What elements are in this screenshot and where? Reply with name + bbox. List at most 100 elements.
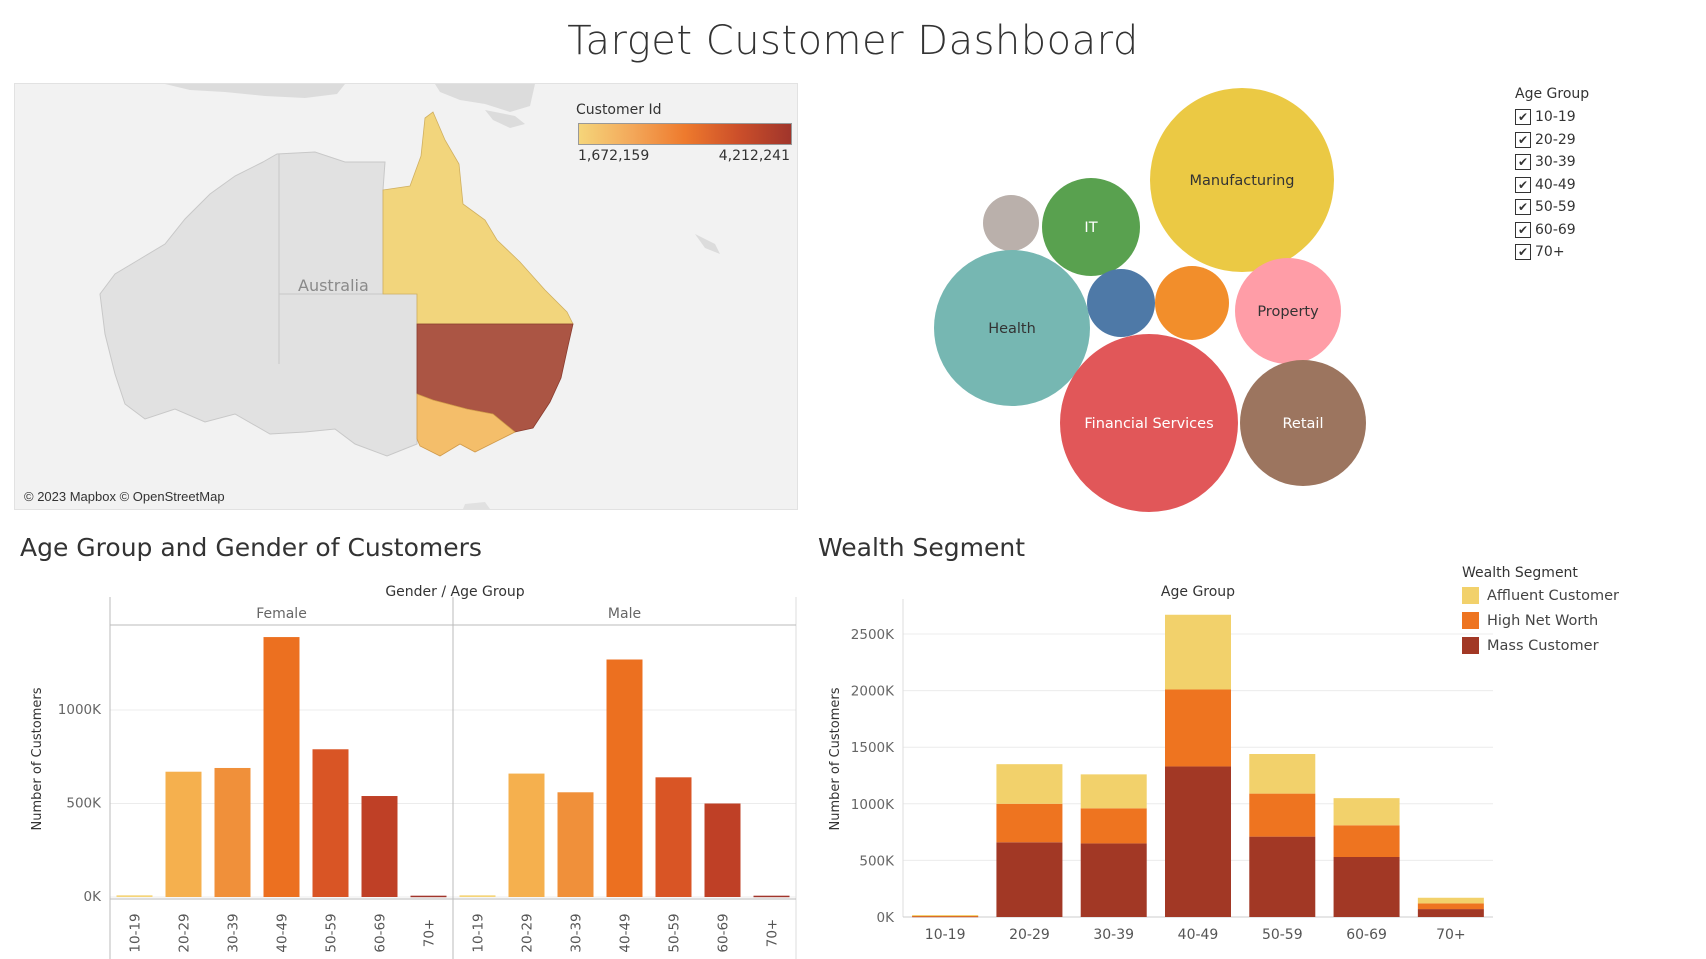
- checkbox[interactable]: ✔: [1515, 154, 1531, 171]
- state-victoria[interactable]: [416, 393, 516, 457]
- filter-option-40-49[interactable]: ✔ 40-49: [1515, 174, 1665, 197]
- filter-title: Age Group: [1515, 86, 1590, 102]
- bar-mass-customer-30-39[interactable]: [1080, 843, 1147, 917]
- bar-mass-customer-70+[interactable]: [1417, 909, 1484, 917]
- bar-affluent-customer-20-29[interactable]: [996, 764, 1063, 804]
- map-color-scale: [578, 123, 792, 145]
- x-tick-label: 30-39: [569, 913, 585, 952]
- filter-option-60-69[interactable]: ✔ 60-69: [1515, 219, 1665, 242]
- bubble-unlabeled-1[interactable]: [983, 195, 1039, 251]
- industry-bubble-chart: Manufacturing IT Health Property Financial S…: [920, 80, 1420, 520]
- bubble-it[interactable]: IT: [1042, 178, 1140, 276]
- bubble-property[interactable]: Property: [1235, 258, 1341, 364]
- filter-option-10-19[interactable]: ✔ 10-19: [1515, 106, 1665, 129]
- bar-male-60-69[interactable]: [704, 803, 741, 898]
- y-tick-label: 500K: [66, 796, 102, 812]
- filter-option-30-39[interactable]: ✔ 30-39: [1515, 151, 1665, 174]
- bar-female-50-59[interactable]: [312, 749, 349, 897]
- checkbox[interactable]: ✔: [1515, 131, 1531, 148]
- bubble-circle[interactable]: [1042, 178, 1140, 276]
- bubble-unlabeled-5[interactable]: [1155, 266, 1229, 340]
- bar-high-net-worth-50-59[interactable]: [1249, 793, 1316, 837]
- bar-female-10-19[interactable]: [116, 895, 153, 897]
- filter-option-70+[interactable]: ✔ 70+: [1515, 241, 1665, 264]
- filter-option-label: 40-49: [1535, 176, 1576, 193]
- tasmania: [463, 502, 490, 509]
- map-credit[interactable]: © 2023 Mapbox © OpenStreetMap: [24, 489, 225, 504]
- bar-male-40-49[interactable]: [606, 659, 643, 897]
- bubble-circle[interactable]: [1087, 269, 1155, 337]
- bar-mass-customer-60-69[interactable]: [1333, 857, 1400, 917]
- gender-bar-chart: Gender / Age Group Number of Customers 0K 5…: [30, 584, 797, 959]
- state-queensland[interactable]: [382, 111, 574, 325]
- filter-option-20-29[interactable]: ✔ 20-29: [1515, 129, 1665, 152]
- australia-west: [99, 151, 418, 457]
- bar-high-net-worth-20-29[interactable]: [996, 803, 1063, 843]
- bubble-circle[interactable]: [1150, 88, 1334, 272]
- bar-affluent-customer-30-39[interactable]: [1080, 774, 1147, 809]
- x-tick-label: 70+: [422, 919, 438, 948]
- legend-item-affluent-customer[interactable]: Affluent Customer: [1462, 583, 1682, 608]
- bar-female-60-69[interactable]: [361, 796, 398, 897]
- bar-affluent-customer-10-19[interactable]: [912, 915, 979, 917]
- bar-mass-customer-20-29[interactable]: [996, 842, 1063, 917]
- bubble-manufacturing[interactable]: Manufacturing: [1150, 88, 1334, 272]
- bar-high-net-worth-30-39[interactable]: [1080, 808, 1147, 844]
- bar-high-net-worth-60-69[interactable]: [1333, 825, 1400, 858]
- bubble-circle[interactable]: [1155, 266, 1229, 340]
- bar-female-20-29[interactable]: [165, 771, 202, 897]
- checkbox[interactable]: ✔: [1515, 109, 1531, 126]
- checkbox[interactable]: ✔: [1515, 244, 1531, 261]
- y-tick-label: 500K: [859, 853, 895, 869]
- x-axis-label: Age Group: [1161, 584, 1235, 600]
- landmass-png: [435, 84, 535, 112]
- bar-female-70+[interactable]: [410, 895, 447, 898]
- filter-option-label: 70+: [1535, 244, 1565, 261]
- bar-high-net-worth-70+[interactable]: [1417, 903, 1484, 910]
- x-tick-label: 70+: [1436, 927, 1466, 943]
- bar-female-30-39[interactable]: [214, 767, 251, 897]
- checkbox[interactable]: ✔: [1515, 199, 1531, 216]
- x-tick-label: 50-59: [667, 913, 683, 952]
- legend-label: Mass Customer: [1487, 637, 1599, 654]
- checkbox[interactable]: ✔: [1515, 176, 1531, 193]
- filter-option-label: 20-29: [1535, 131, 1576, 148]
- bubble-circle[interactable]: [1060, 334, 1238, 512]
- bubble-label: Financial Services: [1084, 416, 1213, 432]
- bubble-retail[interactable]: Retail: [1240, 360, 1366, 486]
- bar-male-20-29[interactable]: [508, 773, 545, 897]
- bar-affluent-customer-70+[interactable]: [1417, 897, 1484, 904]
- customer-map[interactable]: Australia Customer Id 1,672,159 4,212,24…: [14, 83, 798, 510]
- bubble-label: Manufacturing: [1190, 173, 1295, 189]
- legend-item-mass-customer[interactable]: Mass Customer: [1462, 633, 1682, 658]
- legend-item-high-net-worth[interactable]: High Net Worth: [1462, 608, 1682, 633]
- bar-female-40-49[interactable]: [263, 637, 300, 897]
- bar-mass-customer-50-59[interactable]: [1249, 836, 1316, 917]
- bubble-circle[interactable]: [934, 250, 1090, 406]
- wealth-legend-title: Wealth Segment: [1462, 565, 1578, 581]
- x-tick-label: 50-59: [1262, 927, 1303, 943]
- bubble-circle[interactable]: [1235, 258, 1341, 364]
- filter-option-label: 30-39: [1535, 154, 1576, 171]
- legend-swatch: [1462, 612, 1479, 629]
- y-tick-label: 1000K: [851, 797, 895, 813]
- y-tick-label: 0K: [877, 910, 896, 926]
- bar-male-10-19[interactable]: [459, 895, 496, 897]
- bubble-unlabeled-4[interactable]: [1087, 269, 1155, 337]
- bubble-label: Retail: [1283, 416, 1324, 432]
- filter-option-50-59[interactable]: ✔ 50-59: [1515, 196, 1665, 219]
- bubble-circle[interactable]: [983, 195, 1039, 251]
- bubble-financial-services[interactable]: Financial Services: [1060, 334, 1238, 512]
- bar-affluent-customer-60-69[interactable]: [1333, 798, 1400, 826]
- bar-male-30-39[interactable]: [557, 792, 594, 897]
- bar-mass-customer-40-49[interactable]: [1165, 766, 1231, 917]
- bar-affluent-customer-40-49[interactable]: [1165, 614, 1231, 690]
- bar-affluent-customer-50-59[interactable]: [1249, 753, 1316, 794]
- bar-high-net-worth-40-49[interactable]: [1165, 689, 1231, 767]
- checkbox[interactable]: ✔: [1515, 221, 1531, 238]
- bubble-circle[interactable]: [1240, 360, 1366, 486]
- bar-high-net-worth-10-19[interactable]: [912, 915, 979, 917]
- bar-male-50-59[interactable]: [655, 777, 692, 897]
- bar-male-70+[interactable]: [753, 895, 790, 898]
- bubble-health[interactable]: Health: [934, 250, 1090, 406]
